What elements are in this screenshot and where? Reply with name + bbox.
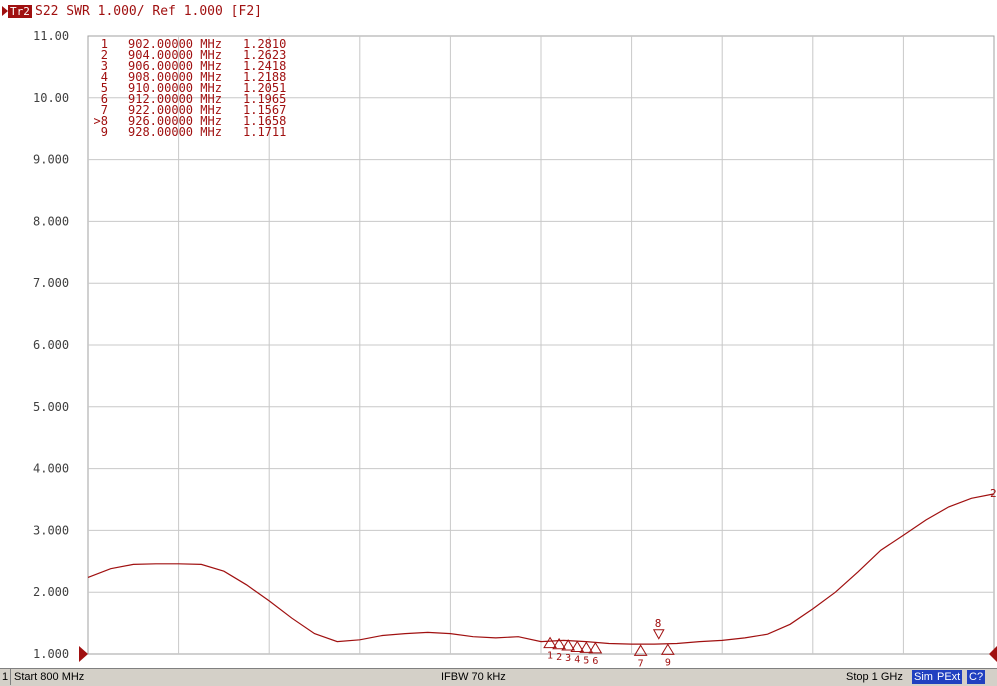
marker-table-id: 6 — [101, 92, 108, 106]
marker-triangle — [652, 629, 665, 640]
marker-triangle — [633, 644, 648, 656]
marker-table-id: 1 — [101, 37, 108, 51]
ifbw-setting[interactable]: IFBW 70 kHz — [441, 671, 506, 683]
marker-triangle — [588, 641, 603, 654]
marker-table-value: 1.2623 — [243, 48, 286, 62]
y-tick-label: 6.000 — [33, 338, 69, 352]
marker-label: 7 — [638, 658, 644, 668]
marker-label: 4 — [574, 654, 580, 665]
marker-label: 2 — [556, 652, 562, 663]
y-tick-label: 2.000 — [33, 585, 69, 599]
marker-label: 5 — [583, 655, 589, 666]
reference-level-left-icon — [79, 646, 88, 662]
marker-table-value: 1.1658 — [243, 114, 286, 128]
marker-table-id: 3 — [101, 59, 108, 73]
marker-table-id: 4 — [101, 70, 108, 84]
y-tick-label: 8.000 — [33, 214, 69, 228]
marker-label: 1 — [547, 651, 553, 662]
marker-table-value: 1.1567 — [243, 103, 286, 117]
swr-chart[interactable]: 1.000 2.000 3.000 4.000 5.000 6.000 7.000 8.000… — [0, 26, 997, 668]
marker-table-value: 1.2810 — [243, 37, 286, 51]
y-tick-label: 11.00 — [33, 29, 69, 43]
marker-table-id: 2 — [101, 48, 108, 62]
marker-table-frequency: 904.00000 MHz — [128, 48, 222, 62]
marker-triangle — [660, 643, 675, 655]
y-tick-label: 1.000 — [33, 647, 69, 661]
calibration-badge[interactable]: C? — [967, 670, 986, 684]
marker-table-id: 5 — [101, 81, 108, 95]
stop-frequency[interactable]: Stop 1 GHz — [846, 671, 903, 683]
y-tick-label: 10.00 — [33, 91, 69, 105]
marker-triangle — [570, 640, 585, 652]
marker-table-frequency: 908.00000 MHz — [128, 70, 222, 84]
marker-table-frequency: 922.00000 MHz — [128, 103, 222, 117]
marker-triangle — [552, 637, 567, 650]
active-trace-arrow-icon — [2, 6, 8, 16]
reference-level-right-icon — [989, 646, 997, 662]
start-frequency[interactable]: Start 800 MHz — [14, 671, 85, 683]
marker-label: 8 — [655, 617, 662, 630]
marker-triangle — [561, 639, 576, 651]
marker-table-value: 1.2051 — [243, 81, 286, 95]
marker-label: 3 — [565, 653, 571, 664]
marker-triangle — [579, 641, 594, 653]
y-tick-label: 5.000 — [33, 400, 69, 414]
y-tick-label: 9.000 — [33, 153, 69, 167]
marker-table-value: 1.2188 — [243, 70, 286, 84]
swr-trace-line — [87, 493, 995, 645]
trace-end-label: 2 — [990, 487, 997, 500]
marker-table-frequency: 910.00000 MHz — [128, 81, 222, 95]
marker-table-value: 1.1965 — [243, 92, 286, 106]
sim-badge[interactable]: Sim — [912, 670, 935, 684]
marker-table-value: 1.1711 — [243, 125, 286, 139]
marker-triangle — [543, 636, 557, 649]
marker-label: 6 — [592, 656, 598, 667]
marker-table-value: 1.2418 — [243, 59, 286, 73]
marker-table-id: 9 — [101, 125, 108, 139]
trace-header: Tr2 S22 SWR 1.000/ Ref 1.000 [F2] — [0, 0, 997, 26]
trace-title[interactable]: S22 SWR 1.000/ Ref 1.000 [F2] — [35, 4, 262, 19]
marker-table-frequency: 926.00000 MHz — [128, 114, 222, 128]
marker-table-frequency: 906.00000 MHz — [128, 59, 222, 73]
marker-table-frequency: 902.00000 MHz — [128, 37, 222, 51]
marker-table-frequency: 912.00000 MHz — [128, 92, 222, 106]
marker-table-frequency: 928.00000 MHz — [128, 125, 222, 139]
y-tick-label: 7.000 — [33, 276, 69, 290]
trace-label[interactable]: Tr2 — [8, 5, 32, 18]
port-extension-badge[interactable]: PExt — [935, 670, 963, 684]
y-tick-label: 3.000 — [33, 523, 69, 537]
channel-indicator[interactable]: 1 — [0, 669, 11, 685]
marker-table-id: >8 — [94, 114, 108, 128]
y-tick-label: 4.000 — [33, 462, 69, 476]
marker-table-id: 7 — [101, 103, 108, 117]
status-bar: 1 Start 800 MHz IFBW 70 kHz Stop 1 GHz S… — [0, 668, 997, 686]
marker-label: 9 — [665, 657, 671, 668]
